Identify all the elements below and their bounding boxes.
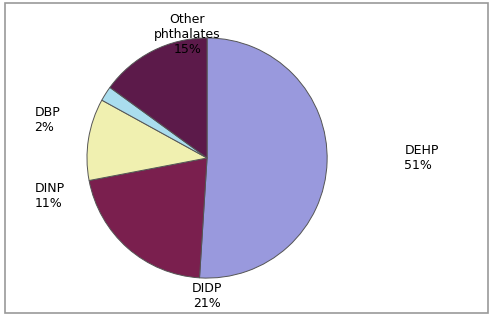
Wedge shape (87, 100, 207, 180)
Text: Other
phthalates
15%: Other phthalates 15% (154, 13, 221, 56)
Wedge shape (102, 88, 207, 158)
Wedge shape (110, 38, 207, 158)
Text: DBP
2%: DBP 2% (35, 106, 60, 134)
Wedge shape (200, 38, 327, 278)
Text: DEHP
51%: DEHP 51% (404, 144, 439, 172)
Text: DINP
11%: DINP 11% (35, 182, 65, 210)
Wedge shape (89, 158, 207, 278)
Text: DIDP
21%: DIDP 21% (192, 282, 222, 310)
